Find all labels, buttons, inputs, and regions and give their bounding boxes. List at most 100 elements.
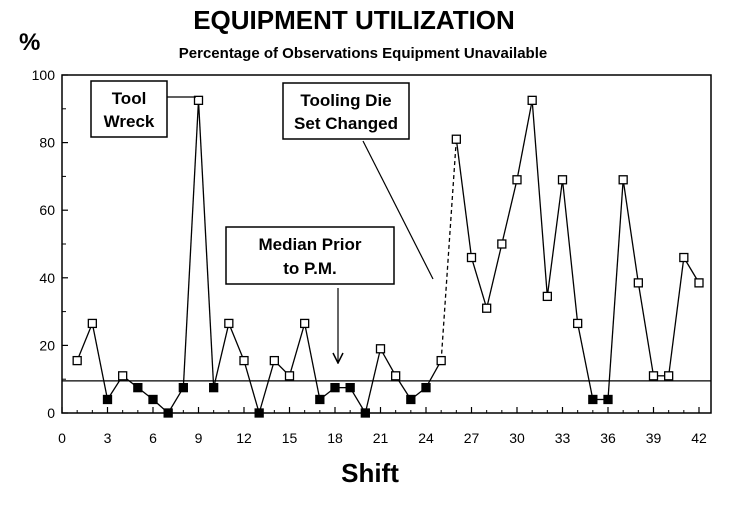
annotation-tooling-die-leader	[362, 140, 434, 280]
series-segment	[213, 323, 230, 388]
series-segment	[364, 348, 382, 414]
series-segment	[197, 100, 215, 388]
x-tick-label: 36	[600, 430, 616, 446]
data-point-filled	[360, 408, 370, 418]
x-axis-label: Shift	[341, 458, 399, 488]
series-segment	[668, 257, 685, 376]
data-point-open	[239, 355, 249, 366]
x-tick-label: 24	[418, 430, 434, 446]
data-point-open	[118, 371, 128, 381]
y-tick-label: 80	[39, 135, 55, 151]
data-point-open	[482, 303, 492, 313]
series-segment	[561, 179, 579, 324]
data-point-open	[618, 175, 628, 185]
data-point-open	[391, 371, 401, 381]
series-segment	[607, 179, 624, 400]
series-segment	[637, 282, 655, 376]
series-segment	[288, 323, 306, 377]
data-point-open	[527, 95, 537, 105]
y-tick-label: 40	[39, 270, 55, 286]
data-point-open	[87, 318, 97, 329]
x-tick-label: 30	[509, 430, 525, 446]
x-axis-ticks: 0 3 6 9 12 15 18 21 24 27 30 33 36 39 42	[58, 407, 707, 446]
data-point-filled	[163, 408, 173, 418]
data-point-open	[72, 355, 82, 366]
series-segment	[182, 100, 200, 388]
series-segment	[243, 360, 260, 414]
data-point-open	[497, 239, 507, 249]
data-point-open	[512, 175, 522, 185]
data-point-filled	[406, 394, 416, 405]
series-segment	[76, 323, 93, 361]
series-segment	[258, 360, 275, 414]
y-tick-label: 100	[32, 67, 56, 83]
data-point-filled	[588, 394, 598, 405]
x-tick-label: 21	[373, 430, 389, 446]
annotation-tooling-die-line1: Tooling Die	[300, 91, 391, 110]
data-point-open	[269, 355, 279, 366]
annotation-tool-wreck: Tool Wreck	[90, 80, 196, 138]
x-tick-label: 27	[464, 430, 480, 446]
annotation-median-box	[225, 226, 395, 285]
x-tick-label: 0	[58, 430, 66, 446]
chart-subtitle: Percentage of Observations Equipment Una…	[179, 45, 547, 62]
series-segment	[486, 243, 503, 309]
annotation-median: Median Prior to P.M.	[225, 226, 395, 363]
y-tick-label: 20	[39, 337, 55, 353]
series-segment	[228, 323, 245, 361]
annotation-tooling-die-box	[282, 82, 410, 140]
data-point-open	[542, 291, 552, 302]
data-point-filled	[209, 382, 219, 393]
y-tick-label: 60	[39, 202, 55, 218]
data-point-open	[573, 318, 583, 329]
data-point-open	[451, 134, 461, 144]
annotation-tool-wreck-line2: Wreck	[104, 112, 155, 131]
data-markers	[72, 95, 704, 418]
x-tick-label: 3	[104, 430, 112, 446]
chart-title: EQUIPMENT UTILIZATION	[193, 5, 515, 35]
data-point-open	[224, 318, 234, 329]
data-point-filled	[102, 394, 113, 405]
x-tick-label: 15	[282, 430, 298, 446]
x-tick-label: 9	[195, 430, 203, 446]
x-tick-label: 42	[691, 430, 707, 446]
data-point-filled	[330, 382, 340, 393]
series-segment	[577, 323, 594, 400]
series-segment	[516, 100, 533, 180]
annotation-tool-wreck-line1: Tool	[112, 89, 147, 108]
annotation-tool-wreck-box	[90, 80, 168, 138]
data-point-open	[436, 355, 446, 366]
annotation-median-line2: to P.M.	[283, 259, 337, 278]
annotation-tooling-die-line2: Set Changed	[294, 114, 398, 133]
x-tick-label: 18	[327, 430, 343, 446]
data-point-filled	[315, 394, 325, 405]
x-tick-label: 39	[646, 430, 662, 446]
data-point-filled	[254, 408, 264, 418]
annotation-tooling-die: Tooling Die Set Changed	[282, 82, 434, 280]
data-point-open	[648, 371, 659, 381]
series-segment-dashed	[440, 139, 457, 361]
data-point-open	[284, 371, 295, 381]
data-point-open	[694, 278, 704, 288]
data-point-filled	[421, 382, 431, 393]
annotation-median-line1: Median Prior	[259, 235, 362, 254]
data-point-filled	[148, 394, 158, 405]
data-point-open	[466, 252, 477, 263]
y-axis-ticks: 0 20 40 60 80 100	[32, 67, 68, 421]
data-point-open	[633, 278, 643, 288]
data-point-open	[557, 175, 568, 185]
series-segment	[622, 179, 639, 283]
series-segment	[304, 323, 321, 400]
series-segment	[546, 179, 564, 297]
data-point-filled	[603, 394, 613, 405]
data-point-filled	[345, 382, 355, 393]
data-point-open	[679, 252, 689, 263]
y-axis-label: %	[19, 29, 40, 56]
x-tick-label: 33	[555, 430, 571, 446]
data-point-filled	[178, 382, 188, 393]
data-point-open	[664, 371, 674, 381]
data-point-filled	[133, 382, 143, 393]
series-segment	[501, 179, 518, 245]
